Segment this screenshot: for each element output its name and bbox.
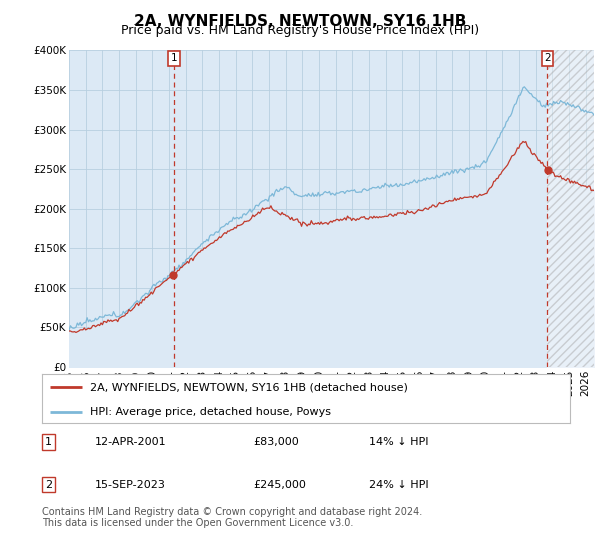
Text: HPI: Average price, detached house, Powys: HPI: Average price, detached house, Powy… (89, 407, 331, 417)
Text: 2A, WYNFIELDS, NEWTOWN, SY16 1HB: 2A, WYNFIELDS, NEWTOWN, SY16 1HB (134, 14, 466, 29)
Text: 1: 1 (45, 437, 52, 447)
Text: 2A, WYNFIELDS, NEWTOWN, SY16 1HB (detached house): 2A, WYNFIELDS, NEWTOWN, SY16 1HB (detach… (89, 382, 407, 393)
Text: 24% ↓ HPI: 24% ↓ HPI (370, 479, 429, 489)
Text: £245,000: £245,000 (253, 479, 306, 489)
Text: 2: 2 (544, 53, 551, 63)
Text: Contains HM Land Registry data © Crown copyright and database right 2024.
This d: Contains HM Land Registry data © Crown c… (42, 507, 422, 529)
Text: 1: 1 (170, 53, 177, 63)
Text: 15-SEP-2023: 15-SEP-2023 (95, 479, 166, 489)
Bar (547, 50, 594, 367)
Text: £83,000: £83,000 (253, 437, 299, 447)
Text: 14% ↓ HPI: 14% ↓ HPI (370, 437, 429, 447)
Text: 12-APR-2001: 12-APR-2001 (95, 437, 166, 447)
Text: Price paid vs. HM Land Registry's House Price Index (HPI): Price paid vs. HM Land Registry's House … (121, 24, 479, 37)
Text: 2: 2 (45, 479, 52, 489)
